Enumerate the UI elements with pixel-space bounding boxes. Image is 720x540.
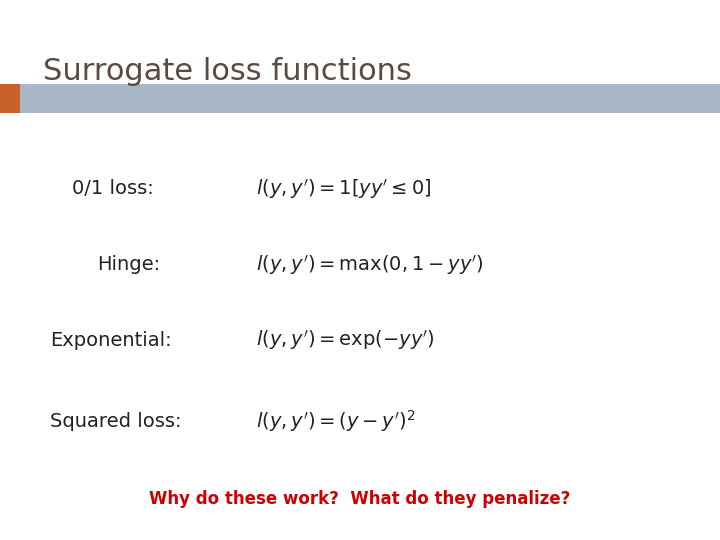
Text: $l(y,y')=\mathrm{exp}(-yy')$: $l(y,y')=\mathrm{exp}(-yy')$ (256, 328, 435, 352)
Text: $l(y,y')=(y-y')^{2}$: $l(y,y')=(y-y')^{2}$ (256, 408, 415, 434)
Text: Squared loss:: Squared loss: (50, 411, 182, 431)
Bar (0, 84, 20, 113)
Text: $l(y,y')=1[yy'\leq 0]$: $l(y,y')=1[yy'\leq 0]$ (256, 177, 431, 201)
Text: Why do these work?  What do they penalize?: Why do these work? What do they penalize… (149, 490, 571, 509)
Text: 0/1 loss:: 0/1 loss: (72, 179, 154, 199)
Text: Hinge:: Hinge: (97, 255, 161, 274)
Text: $l(y,y')=\mathrm{max}(0,1-yy')$: $l(y,y')=\mathrm{max}(0,1-yy')$ (256, 253, 484, 276)
Text: Exponential:: Exponential: (50, 330, 172, 350)
Bar (0, 84, 720, 113)
Text: Surrogate loss functions: Surrogate loss functions (43, 57, 412, 86)
